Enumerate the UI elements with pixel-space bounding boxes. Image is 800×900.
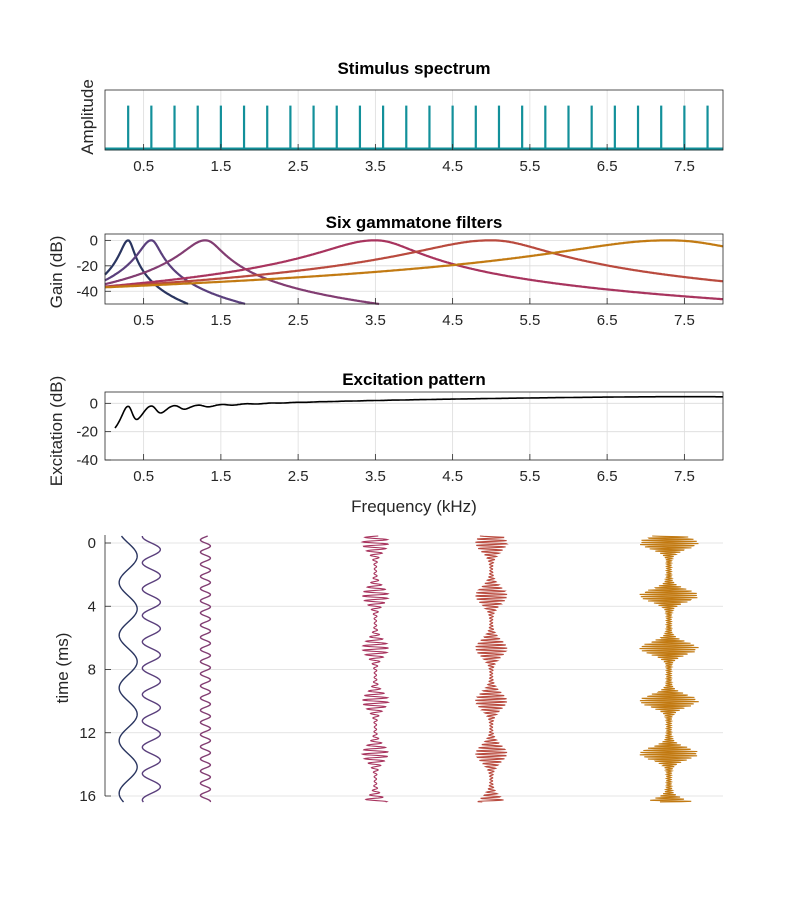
y-tick-label-0: 0 <box>90 232 98 249</box>
x-tick-label-6.5: 6.5 <box>597 468 618 485</box>
filter-output-4 <box>360 535 391 803</box>
time-tick-label-4: 4 <box>88 598 96 615</box>
x-tick-label-4.5: 4.5 <box>442 468 463 485</box>
x-tick-label-3.5: 3.5 <box>365 312 386 329</box>
y-tick-label--20: -20 <box>76 424 98 441</box>
outputs-waveforms <box>118 535 699 803</box>
excitation-ticks: 0.5 1.5 2.5 3.5 4.5 5.5 6.5 7.5 0 -20 -40 <box>76 395 694 485</box>
y-tick-label--40: -40 <box>76 452 98 469</box>
spectrum-harmonics <box>105 105 723 151</box>
filter-curve-3 <box>104 239 380 306</box>
filter-outputs-panel: 0 4 8 12 16 time (ms) <box>53 535 723 805</box>
excitation-ylabel: Excitation (dB) <box>47 376 66 487</box>
x-tick-label-2.5: 2.5 <box>288 468 309 485</box>
filters-ticks: 0.5 1.5 2.5 3.5 4.5 5.5 6.5 7.5 0 -20 -40 <box>76 232 694 329</box>
x-tick-label-4.5: 4.5 <box>442 158 463 175</box>
y-tick-label--20: -20 <box>76 258 98 275</box>
filter-output-5 <box>475 535 509 803</box>
x-tick-label-7.5: 7.5 <box>674 158 695 175</box>
excitation-curve <box>114 395 723 429</box>
x-tick-label-3.5: 3.5 <box>365 158 386 175</box>
filter-output-6 <box>639 535 699 803</box>
time-tick-label-16: 16 <box>79 788 96 805</box>
spectrum-ylabel: Amplitude <box>78 79 97 155</box>
x-tick-label-7.5: 7.5 <box>674 468 695 485</box>
outputs-grid <box>105 542 723 797</box>
x-tick-label-0.5: 0.5 <box>133 312 154 329</box>
excitation-line <box>114 395 723 429</box>
y-tick-label--40: -40 <box>76 283 98 300</box>
filter-curve-5 <box>104 239 724 289</box>
excitation-title: Excitation pattern <box>342 370 486 389</box>
excitation-xlabel: Frequency (kHz) <box>351 497 477 516</box>
time-tick-label-0: 0 <box>88 535 96 552</box>
filter-curve-6 <box>105 239 724 289</box>
x-tick-label-0.5: 0.5 <box>133 468 154 485</box>
gammatone-filters-panel: 0.5 1.5 2.5 3.5 4.5 5.5 6.5 7.5 0 -20 -40 Six gamm… <box>47 213 724 329</box>
x-tick-label-3.5: 3.5 <box>365 468 386 485</box>
filters-title: Six gammatone filters <box>326 213 503 232</box>
x-tick-label-7.5: 7.5 <box>674 312 695 329</box>
filters-ylabel: Gain (dB) <box>47 236 66 309</box>
x-tick-label-1.5: 1.5 <box>210 468 231 485</box>
x-tick-label-6.5: 6.5 <box>597 158 618 175</box>
excitation-axes-box <box>104 391 724 461</box>
x-tick-label-4.5: 4.5 <box>442 312 463 329</box>
x-tick-label-1.5: 1.5 <box>210 158 231 175</box>
filter-curve-2 <box>104 239 246 305</box>
outputs-ylabel: time (ms) <box>53 633 72 704</box>
x-tick-label-1.5: 1.5 <box>210 312 231 329</box>
time-tick-label-12: 12 <box>79 725 96 742</box>
x-tick-label-2.5: 2.5 <box>288 158 309 175</box>
excitation-pattern-panel: 0.5 1.5 2.5 3.5 4.5 5.5 6.5 7.5 0 -20 -40 Excitati… <box>47 370 724 516</box>
x-tick-label-0.5: 0.5 <box>133 158 154 175</box>
filters-curves <box>104 239 724 306</box>
filter-output-1 <box>118 535 138 803</box>
x-tick-label-5.5: 5.5 <box>519 312 540 329</box>
filter-output-2 <box>141 535 162 803</box>
x-tick-label-5.5: 5.5 <box>519 158 540 175</box>
outputs-y-ticks: 0 4 8 12 16 <box>79 535 111 805</box>
spectrum-title: Stimulus spectrum <box>337 59 490 78</box>
filter-output-3 <box>199 535 212 803</box>
stimulus-spectrum-panel: 0.5 1.5 2.5 3.5 4.5 5.5 6.5 7.5 Stimulus spectr… <box>78 59 724 175</box>
x-tick-label-2.5: 2.5 <box>288 312 309 329</box>
filter-curve-1 <box>104 239 189 305</box>
spectrum-axes-box <box>104 89 724 151</box>
time-tick-label-8: 8 <box>88 662 96 679</box>
x-tick-label-5.5: 5.5 <box>519 468 540 485</box>
filter-curve-4 <box>104 239 724 301</box>
x-tick-label-6.5: 6.5 <box>597 312 618 329</box>
spectrum-x-ticks: 0.5 1.5 2.5 3.5 4.5 5.5 6.5 7.5 <box>133 144 695 175</box>
filters-axes-box <box>104 233 724 305</box>
y-tick-label-0: 0 <box>90 395 98 412</box>
